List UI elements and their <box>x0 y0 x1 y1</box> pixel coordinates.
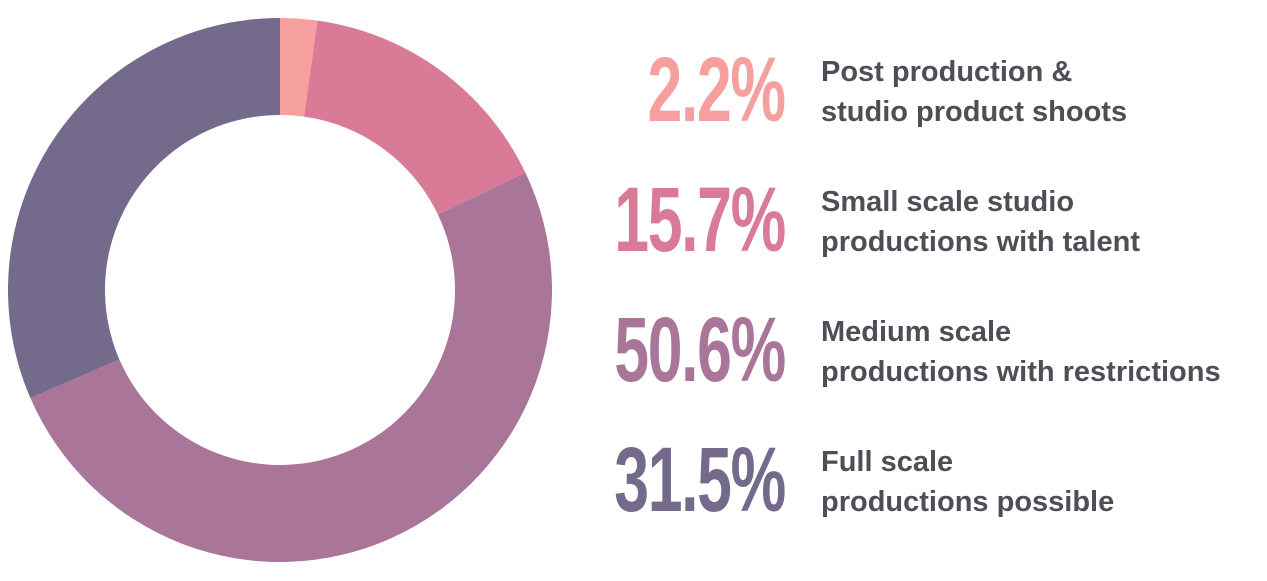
value-label: 15.7% <box>614 169 786 271</box>
legend-label: Small scale studio productions with tale… <box>821 186 1140 258</box>
donut-slice <box>30 172 552 562</box>
donut-slice <box>7 18 281 399</box>
value-label: 2.2% <box>647 39 787 141</box>
legend-label: Full scale productions possible <box>821 446 1115 518</box>
legend-label: Medium scale productions with restrictio… <box>821 316 1221 388</box>
legend-label: Post production & studio product shoots <box>821 56 1128 128</box>
donut-chart <box>7 18 552 562</box>
donut-slice <box>304 20 526 215</box>
value-label: 50.6% <box>614 299 786 401</box>
value-label: 31.5% <box>614 429 786 531</box>
donut-slice <box>280 18 318 117</box>
